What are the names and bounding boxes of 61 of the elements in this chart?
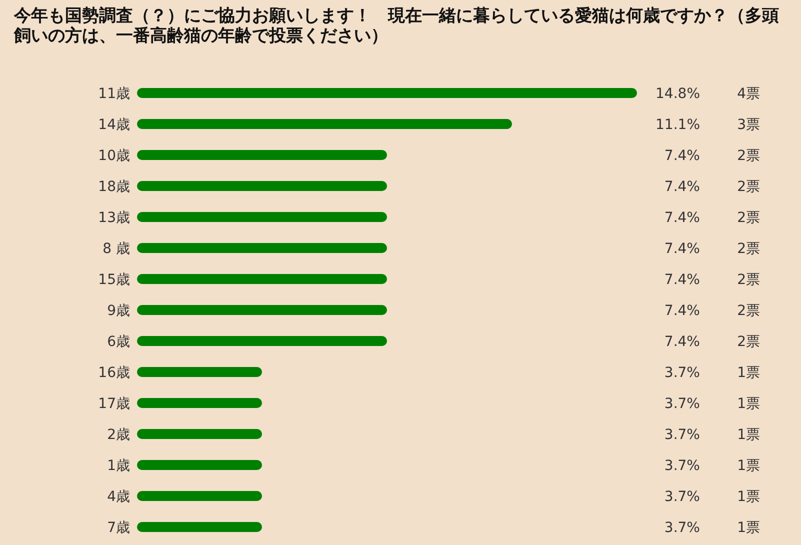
y-tick-label: 2歳	[107, 427, 130, 443]
text: 1票	[737, 396, 760, 412]
bar	[137, 336, 387, 346]
y-tick-label: 13歳	[98, 210, 130, 226]
text: 3票	[737, 117, 760, 133]
bar	[137, 243, 387, 253]
data-label: 7.4%	[664, 272, 700, 288]
bar	[137, 212, 387, 222]
y-tick-label: 1歳	[107, 458, 130, 474]
data-label: 3.7%	[664, 365, 700, 381]
text: 1票	[737, 427, 760, 443]
text: 2票	[737, 179, 760, 195]
bar	[137, 460, 262, 470]
data-label: 3.7%	[664, 458, 700, 474]
y-tick-label: 7歳	[107, 520, 130, 536]
y-tick-label: 11歳	[98, 86, 130, 102]
y-tick-label: 10歳	[98, 148, 130, 164]
bar	[137, 429, 262, 439]
data-label: 3.7%	[664, 427, 700, 443]
text: 2票	[737, 148, 760, 164]
y-tick-label: 9歳	[107, 303, 130, 319]
bar	[137, 305, 387, 315]
data-label: 11.1%	[656, 117, 700, 133]
data-label: 7.4%	[664, 148, 700, 164]
bar	[137, 274, 387, 284]
data-label: 7.4%	[664, 303, 700, 319]
bar	[137, 119, 512, 129]
bar	[137, 150, 387, 160]
bar	[137, 491, 262, 501]
y-tick-label: 14歳	[98, 117, 130, 133]
bar	[137, 367, 262, 377]
y-tick-label: 18歳	[98, 179, 130, 195]
chart-title: 今年も国勢調査（？）にご協力お願いします！ 現在一緒に暮らしている愛猫は何歳ですか？（多頭飼いの方は、一番高齢猫の年齢で投票ください）	[14, 6, 780, 46]
data-label: 7.4%	[664, 210, 700, 226]
data-label: 3.7%	[664, 489, 700, 505]
text: 4票	[737, 86, 760, 102]
y-tick-label: 15歳	[98, 272, 130, 288]
text: 2票	[737, 272, 760, 288]
bar	[137, 88, 637, 98]
text: 2票	[737, 334, 760, 350]
text: 1票	[737, 365, 760, 381]
y-tick-label: 6歳	[107, 334, 130, 350]
text: 2票	[737, 241, 760, 257]
data-label: 3.7%	[664, 396, 700, 412]
data-label: 7.4%	[664, 241, 700, 257]
bar	[137, 181, 387, 191]
y-tick-label: 4歳	[107, 489, 130, 505]
text: 1票	[737, 458, 760, 474]
text: 2票	[737, 303, 760, 319]
bar	[137, 398, 262, 408]
data-label: 14.8%	[656, 86, 700, 102]
y-tick-label: 16歳	[98, 365, 130, 381]
y-tick-label: 17歳	[98, 396, 130, 412]
bar	[137, 522, 262, 532]
data-label: 7.4%	[664, 179, 700, 195]
text: 2票	[737, 210, 760, 226]
text: 1票	[737, 520, 760, 536]
text: 1票	[737, 489, 760, 505]
y-tick-label: 8 歳	[102, 241, 130, 257]
data-label: 3.7%	[664, 520, 700, 536]
data-label: 7.4%	[664, 334, 700, 350]
